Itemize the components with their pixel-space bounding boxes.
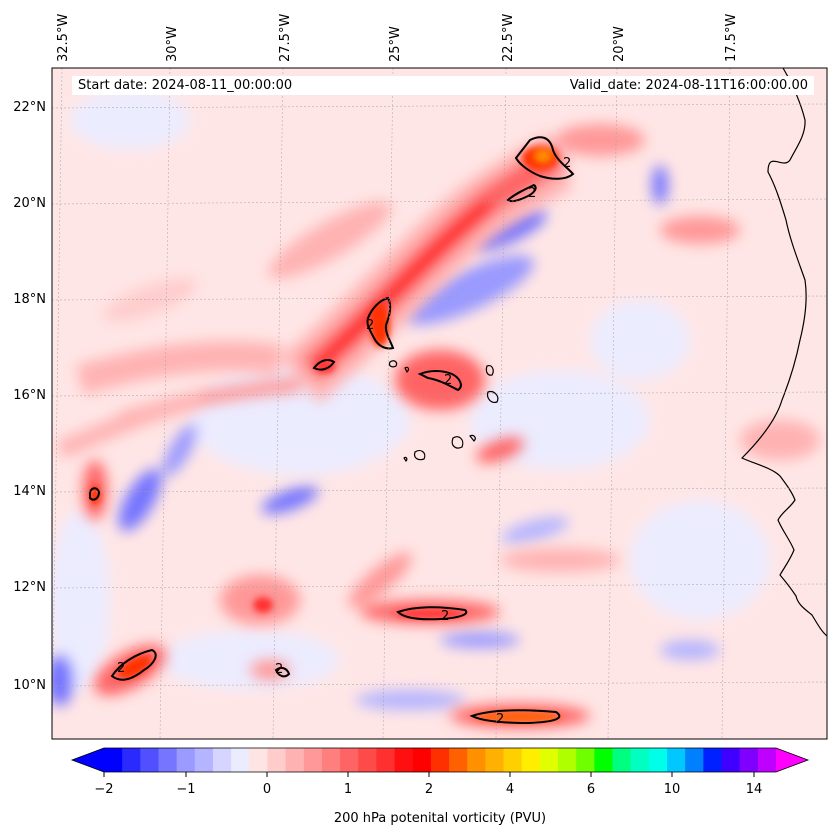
colorbar-segment: [212, 748, 232, 772]
contour-value-label: 2: [117, 661, 125, 676]
lat-label: 20°N: [13, 196, 46, 211]
colorbar-segment: [194, 748, 214, 772]
contour-value-label: 2: [563, 156, 571, 171]
lon-label: 32.5°W: [56, 14, 71, 62]
start-date-label: Start date: 2024-08-11_00:00:00: [72, 76, 558, 95]
lat-label: 18°N: [13, 292, 46, 307]
colorbar-segment: [449, 748, 468, 772]
colorbar-segment: [667, 748, 686, 772]
colorbar-segment: [521, 748, 541, 772]
colorbar-segment: [703, 748, 723, 772]
contour-2pvu: [274, 666, 291, 678]
colorbar-segment: [122, 748, 141, 772]
contour-value-label: 2: [496, 712, 504, 727]
contour-value-label: 2: [528, 186, 536, 201]
contour-value-label: 2: [441, 609, 449, 624]
lat-label: 16°N: [13, 388, 46, 403]
contour-2pvu: [506, 183, 537, 203]
pv-contours: [89, 136, 575, 725]
colorbar-segment: [376, 748, 396, 772]
lon-label: 27.5°W: [278, 14, 293, 62]
colorbar-segment: [503, 748, 523, 772]
colorbar-segment: [285, 748, 305, 772]
lon-labels: 32.5°W 30°W 27.5°W 25°W 22.5°W 20°W 17.5…: [56, 14, 739, 62]
colorbar-segment: [467, 748, 486, 772]
colorbar-segment: [412, 748, 432, 772]
colorbar-segment: [721, 748, 741, 772]
colorbar-tick-label: 1: [344, 782, 352, 797]
contour-2pvu: [514, 136, 575, 180]
colorbar-segments: [104, 748, 777, 772]
graticule: [52, 68, 827, 739]
colorbar-segment: [394, 748, 414, 772]
colorbar-segment: [648, 748, 668, 772]
colorbar-tick-label: 0: [263, 782, 271, 797]
colorbar-segment: [739, 748, 759, 772]
colorbar-segment: [612, 748, 632, 772]
colorbar-ticks: [103, 772, 755, 777]
colorbar-tick-label: 4: [506, 782, 514, 797]
colorbar-title: 200 hPa potenital vorticity (PVU): [334, 811, 546, 826]
colorbar-tick-labels: −2 −1 0 1 2 4 6 10 14: [94, 782, 762, 797]
colorbar-segment: [231, 748, 250, 772]
colorbar-segment: [630, 748, 650, 772]
colorbar-tick-label: 10: [664, 782, 681, 797]
colorbar-segment: [558, 748, 577, 772]
colorbar-extend-low: [72, 748, 104, 772]
coastline: [740, 68, 827, 637]
colorbar-segment: [321, 748, 341, 772]
contour-2pvu: [89, 487, 101, 501]
colorbar-segment: [140, 748, 160, 772]
contour-value-label: 2: [275, 662, 283, 677]
colorbar-segment: [249, 748, 269, 772]
map-frame: [51, 67, 828, 740]
lat-labels: 22°N 20°N 18°N 16°N 14°N 12°N 10°N: [13, 100, 46, 693]
colorbar-segment: [430, 748, 450, 772]
colorbar-segment: [485, 748, 505, 772]
pv-maxima: [90, 146, 562, 722]
lat-label: 14°N: [13, 484, 46, 499]
colorbar-segment: [340, 748, 359, 772]
colorbar-segment: [576, 748, 595, 772]
colorbar-segment: [267, 748, 287, 772]
lon-label: 25°W: [388, 26, 403, 62]
valid-date-label: Valid_date: 2024-08-11T16:00:00.00: [540, 76, 814, 95]
colorbar-segment: [685, 748, 704, 772]
colorbar-segment: [358, 748, 378, 772]
colorbar-tick-label: 14: [746, 782, 763, 797]
colorbar: −2 −1 0 1 2 4 6 10 14 200 hPa potenital …: [70, 747, 810, 826]
pv-field-high: [56, 124, 820, 728]
contour-2pvu: [110, 648, 157, 681]
lon-label: 30°W: [165, 26, 180, 62]
colorbar-segment: [539, 748, 559, 772]
colorbar-tick-label: −1: [176, 782, 195, 797]
contour-2pvu: [312, 359, 336, 371]
lon-label: 17.5°W: [724, 14, 739, 62]
contour-2pvu: [396, 606, 468, 621]
lon-label: 20°W: [612, 26, 627, 62]
contour-2pvu: [469, 709, 561, 725]
contour-2pvu: [417, 370, 462, 392]
contour-2pvu: [366, 296, 395, 350]
colorbar-segment: [303, 748, 323, 772]
colorbar-segment: [104, 748, 123, 772]
lat-label: 22°N: [13, 100, 46, 115]
colorbar-tick-label: 6: [587, 782, 595, 797]
lat-label: 12°N: [13, 580, 46, 595]
colorbar-segment: [757, 748, 777, 772]
colorbar-tick-label: −2: [94, 782, 113, 797]
islands: [388, 360, 499, 462]
lat-label: 10°N: [13, 678, 46, 693]
contour-value-label: 2: [444, 373, 452, 388]
colorbar-extend-high: [776, 748, 808, 772]
colorbar-tick-label: 2: [425, 782, 433, 797]
colorbar-segment: [158, 748, 178, 772]
lon-label: 22.5°W: [501, 14, 516, 62]
map-panel: [52, 68, 827, 739]
contour-value-label: 2: [366, 318, 374, 333]
colorbar-segment: [594, 748, 614, 772]
contour-labels: 2 2 2 2 2 2 2 2: [117, 156, 571, 727]
colorbar-segment: [176, 748, 196, 772]
